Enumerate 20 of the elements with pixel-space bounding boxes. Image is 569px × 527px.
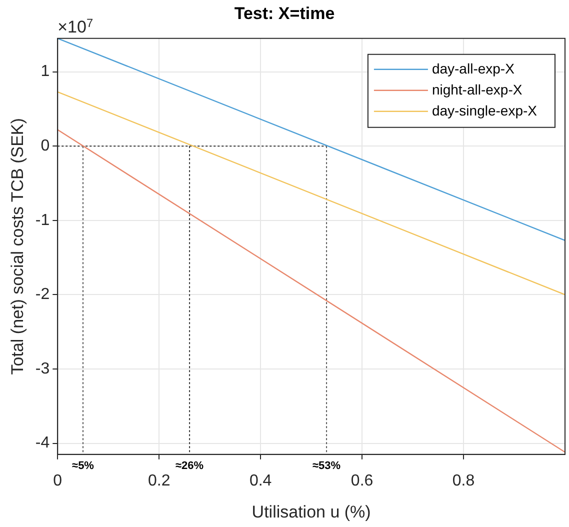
y-axis-title: Total (net) social costs TCB (SEK): [8, 118, 27, 375]
legend-label: night-all-exp-X: [432, 81, 523, 98]
y-tick-label: -3: [35, 360, 50, 378]
y-tick-label: -2: [35, 286, 50, 304]
y-tick-label: 0: [40, 138, 50, 155]
x-tick-label: 0.6: [350, 472, 374, 490]
chart-title: Test: X=time: [234, 4, 335, 23]
x-tick-label: 0.2: [148, 472, 170, 490]
x-axis-title: Utilisation u (%): [252, 502, 371, 522]
y-tick-label: 1: [40, 63, 50, 80]
x-tick-label: 0.4: [249, 472, 272, 490]
ref-line-label: ≈26%: [176, 460, 204, 472]
ref-line-label: ≈5%: [72, 460, 94, 472]
x-tick-label: 0: [53, 472, 62, 490]
y-tick-label: -4: [35, 434, 50, 452]
legend-label: day-single-exp-X: [432, 102, 538, 118]
y-tick-label: -1: [35, 212, 50, 229]
legend-label: day-all-exp-X: [432, 60, 516, 76]
ref-line-label: ≈53%: [312, 460, 341, 472]
x-tick-label: 0.8: [452, 472, 475, 490]
